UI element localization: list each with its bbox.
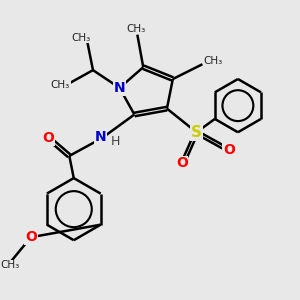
Text: S: S <box>191 125 202 140</box>
Text: CH₃: CH₃ <box>126 24 146 34</box>
Text: N: N <box>94 130 106 144</box>
Text: H: H <box>110 135 120 148</box>
Text: O: O <box>43 131 55 145</box>
Text: O: O <box>223 143 235 157</box>
Text: O: O <box>25 230 37 244</box>
Text: N: N <box>114 81 125 95</box>
Text: O: O <box>176 156 188 170</box>
Text: CH₃: CH₃ <box>1 260 20 270</box>
Text: CH₃: CH₃ <box>203 56 222 66</box>
Text: CH₃: CH₃ <box>71 33 91 43</box>
Text: CH₃: CH₃ <box>51 80 70 90</box>
